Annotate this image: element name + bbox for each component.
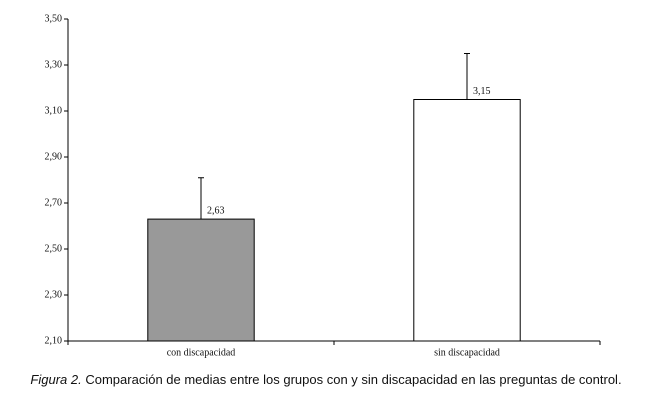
error-bar [198, 177, 204, 220]
y-tick-label: 2,90 [45, 151, 63, 162]
y-tick-label: 3,30 [45, 59, 63, 70]
caption-text: Comparación de medias entre los grupos c… [85, 372, 622, 387]
y-tick-label: 2,10 [45, 335, 63, 346]
value-label: 3,15 [473, 86, 491, 97]
y-tick-label: 2,50 [45, 243, 63, 254]
error-bar [464, 53, 470, 100]
chart: 2,10 2,30 2,50 2,70 2,90 3,10 3,30 3,50 con disc… [45, 13, 601, 358]
y-tick-label: 2,30 [45, 289, 63, 300]
y-tick-label: 3,50 [45, 13, 63, 24]
x-tick-label: sin discapacidad [434, 347, 500, 358]
caption-label: Figura 2. [30, 372, 82, 387]
bar [413, 99, 521, 342]
caption: Figura 2. Comparación de medias entre lo… [0, 372, 652, 387]
bar [147, 218, 255, 342]
y-tick-label: 3,10 [45, 105, 63, 116]
value-label: 2,63 [207, 205, 225, 216]
x-tick-label: con discapacidad [167, 347, 236, 358]
y-tick-label: 2,70 [45, 197, 63, 208]
